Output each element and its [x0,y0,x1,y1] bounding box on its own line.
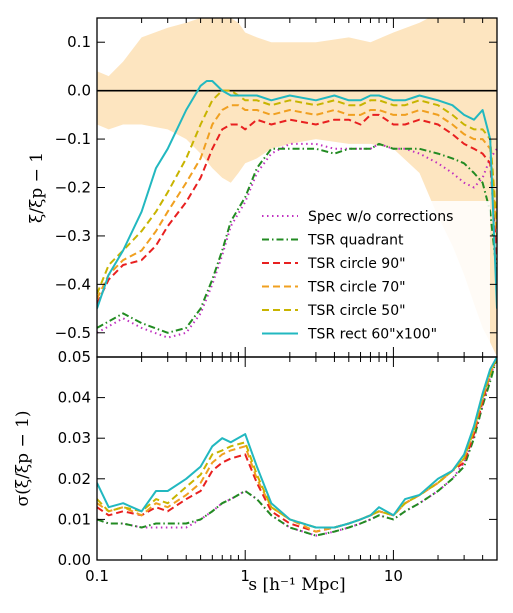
top-y-axis-label: ξ/ξp − 1 [27,152,47,223]
y-tick-label-top-0: 0.1 [67,33,91,51]
y-tick-label-top-6: −0.5 [55,324,91,342]
y-tick-label-top-1: 0.0 [67,82,91,100]
legend-background [258,201,490,347]
series-line-2 [97,113,497,305]
bottom-panel: 0.05 0.04 0.03 0.02 0.01 0.000.1 1 10 σ(ξ/ξp − … [13,348,498,595]
series-line-2 [97,357,497,533]
y-tick-label-top-3: −0.2 [55,179,91,197]
x-tick-label-2: 10 [384,567,403,585]
x-axis-label: s [h⁻¹ Mpc] [248,575,345,595]
series-line-1 [97,357,497,537]
bottom-series-layer [97,357,497,537]
legend-label-5: TSR rect 60"x100" [307,327,437,343]
legend-label-3: TSR circle 70" [307,280,406,296]
y-tick-label-top-4: −0.3 [55,227,91,245]
y-tick-label-bottom-4: 0.01 [58,510,91,528]
bottom-axes-frame [96,356,498,561]
x-tick-label-0: 0.1 [85,567,109,585]
series-line-1 [97,142,497,334]
error-band [97,18,497,357]
series-line-5 [97,80,497,309]
bottom-y-axis-label: σ(ξ/ξp − 1) [13,410,33,506]
legend-label-2: TSR circle 90" [307,256,406,272]
legend-label-4: TSR circle 50" [307,303,406,319]
top-series-layer [97,80,497,339]
y-tick-label-top-2: −0.1 [55,130,91,148]
series-line-3 [97,357,497,533]
x-tick-label-1: 1 [240,567,250,585]
y-tick-label-top-5: −0.4 [55,275,91,293]
series-line-5 [97,357,497,529]
y-tick-label-bottom-2: 0.03 [58,429,91,447]
y-tick-label-bottom-5: 0.00 [58,551,91,569]
series-line-0 [97,357,497,537]
legend-label-1: TSR quadrant [307,233,404,249]
bottom-ticks: 0.05 0.04 0.03 0.02 0.01 0.000.1 1 10 [58,348,498,585]
y-tick-label-bottom-0: 0.05 [58,348,91,366]
error-band-layer [97,18,497,357]
y-tick-label-bottom-1: 0.04 [58,389,91,407]
top-ticks: 0.1 0.0 −0.1 −0.2 −0.3 −0.4 −0.5 [55,18,498,357]
top-panel: 0.1 0.0 −0.1 −0.2 −0.3 −0.4 −0.5 ξ/ξp − 1 Spec… [27,17,498,358]
y-tick-label-bottom-3: 0.02 [58,470,91,488]
legend: Spec w/o corrections TSR quadrant TSR circ… [258,201,490,347]
series-line-4 [97,357,497,529]
legend-label-0: Spec w/o corrections [308,209,453,225]
